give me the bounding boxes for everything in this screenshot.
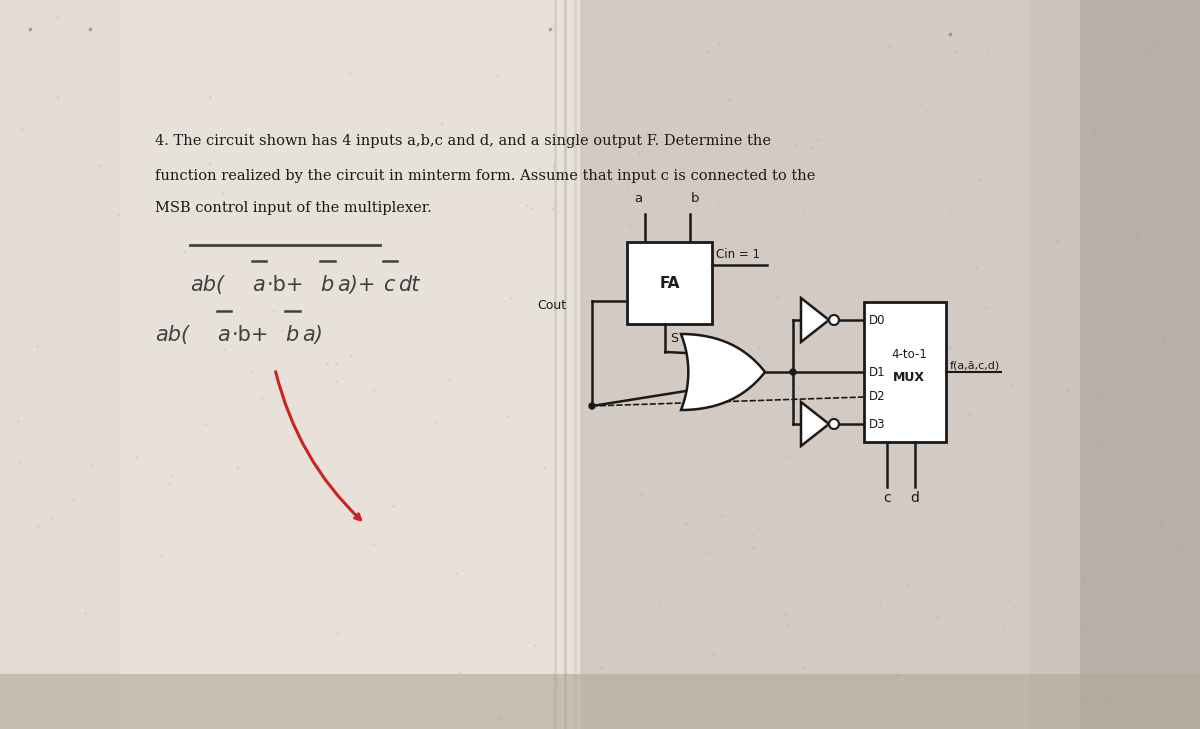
Circle shape [589, 403, 595, 409]
Text: ·b+: ·b+ [266, 275, 305, 295]
Text: a)+: a)+ [337, 275, 376, 295]
Text: c: c [883, 491, 890, 505]
Text: ab(: ab( [155, 325, 190, 345]
Text: Cin = 1: Cin = 1 [716, 248, 760, 261]
Bar [580, 0, 1030, 729]
Text: 4-to-1: 4-to-1 [892, 348, 928, 361]
Text: MSB control input of the multiplexer.: MSB control input of the multiplexer. [155, 201, 432, 215]
Text: Cout: Cout [536, 299, 566, 311]
Polygon shape [682, 334, 766, 410]
Bar [580, 0, 1200, 729]
Bar [120, 0, 580, 729]
Text: D2: D2 [869, 391, 886, 403]
Text: dt: dt [398, 275, 419, 295]
Text: a: a [252, 275, 265, 295]
Bar [0, 0, 580, 729]
Text: a: a [217, 325, 229, 345]
Text: function realized by the circuit in minterm form. Assume that input c is connect: function realized by the circuit in mint… [155, 169, 815, 183]
Text: D0: D0 [869, 313, 886, 327]
Text: MUX: MUX [893, 370, 925, 383]
Polygon shape [802, 402, 829, 446]
Bar [0, 674, 1200, 729]
Text: f(a,ā,c,d): f(a,ā,c,d) [950, 360, 1001, 370]
Text: D3: D3 [869, 418, 886, 431]
Text: D1: D1 [869, 365, 886, 378]
Text: b: b [284, 325, 299, 345]
Bar [628, 242, 712, 324]
Circle shape [829, 315, 839, 325]
Text: S: S [671, 332, 678, 345]
Text: b: b [691, 192, 700, 205]
Bar [864, 302, 946, 442]
Circle shape [829, 419, 839, 429]
Text: b: b [320, 275, 334, 295]
Text: FA: FA [659, 276, 679, 290]
Bar [1080, 0, 1200, 729]
Text: ·b+: ·b+ [232, 325, 270, 345]
Polygon shape [802, 298, 829, 342]
Circle shape [790, 369, 796, 375]
Text: ab(: ab( [190, 275, 224, 295]
Text: a): a) [302, 325, 323, 345]
Text: 4. The circuit shown has 4 inputs a,b,c and d, and a single output F. Determine : 4. The circuit shown has 4 inputs a,b,c … [155, 134, 772, 148]
Text: d: d [911, 491, 919, 505]
Text: a: a [634, 192, 642, 205]
Text: c: c [383, 275, 395, 295]
